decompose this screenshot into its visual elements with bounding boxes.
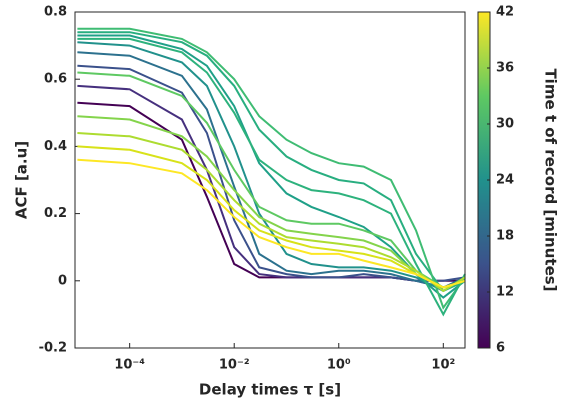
series-line — [77, 37, 466, 317]
colorbar-tick-label: 12 — [496, 285, 514, 300]
y-tick-label: 0.6 — [44, 72, 67, 87]
series-line — [77, 51, 466, 289]
x-tick-label: 10⁰ — [327, 358, 351, 373]
plot-area — [75, 12, 465, 348]
colorbar-tick-label: 24 — [496, 173, 514, 188]
plot-frame — [74, 11, 466, 349]
series-line — [77, 41, 466, 293]
y-tick-label: 0.2 — [44, 206, 67, 221]
y-tick-label: 0.4 — [44, 139, 67, 154]
colorbar-tick-label: 30 — [496, 117, 514, 132]
series-line — [77, 158, 466, 289]
series-line — [77, 71, 466, 289]
series-line — [77, 31, 466, 293]
y-tick-label: 0 — [58, 273, 67, 288]
series-line — [77, 145, 466, 289]
y-tick-label: 0.8 — [44, 5, 67, 20]
series-line — [77, 115, 466, 289]
x-tick-label: 10⁻² — [219, 358, 250, 373]
colorbar-tick-label: 6 — [496, 341, 505, 356]
colorbar-title: Time t of record [minutes] — [542, 68, 560, 291]
y-axis-title: ACF [a.u] — [13, 141, 31, 219]
y-tick-label: -0.2 — [39, 341, 67, 356]
series-line — [77, 27, 466, 310]
colorbar-tick-label: 18 — [496, 229, 514, 244]
colorbar-tick-label: 36 — [496, 61, 514, 76]
x-axis-title: Delay times τ [s] — [199, 381, 341, 399]
series-line — [77, 132, 466, 293]
x-tick-label: 10² — [431, 358, 455, 373]
x-tick-label: 10⁻⁴ — [114, 358, 145, 373]
colorbar-tick-label: 42 — [496, 5, 514, 20]
